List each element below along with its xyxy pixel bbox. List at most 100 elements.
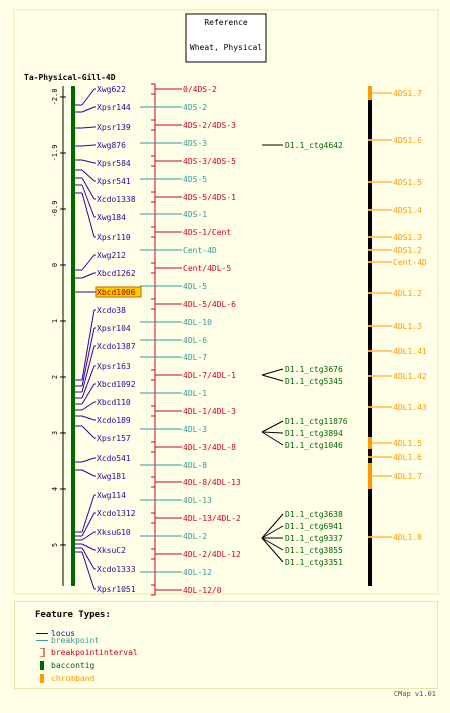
chromband-label[interactable]: 4DL1.8 <box>393 533 422 542</box>
interval-label[interactable]: 4DS-3/4DS-5 <box>183 157 236 166</box>
locus-label[interactable]: Xpsr157 <box>97 434 131 443</box>
chromband-label[interactable]: 4DL1.42 <box>393 372 427 381</box>
header-line1: Reference <box>204 18 248 27</box>
breakpoint-label[interactable]: 4DL-2 <box>183 532 207 541</box>
breakpoint-label[interactable]: 4DL-1 <box>183 389 207 398</box>
locus-label[interactable]: Xpsr163 <box>97 362 131 371</box>
chromband-label[interactable]: 4DS1.6 <box>393 136 422 145</box>
locus-label[interactable]: Xwg114 <box>97 491 126 500</box>
contig-label[interactable]: D1.1_ctg4642 <box>285 141 343 150</box>
interval-label[interactable]: 4DL-2/4DL-12 <box>183 550 241 559</box>
chromband-marker <box>368 475 372 477</box>
locus-label[interactable]: Xwg876 <box>97 141 126 150</box>
interval-label[interactable]: 4DS-5/4DS-1 <box>183 193 236 202</box>
locus-label[interactable]: Xcdo1333 <box>97 565 136 574</box>
locus-label[interactable]: Xpsr541 <box>97 177 131 186</box>
contig-label[interactable]: D1.1_ctg3855 <box>285 546 343 555</box>
locus-label[interactable]: Xbcd1262 <box>97 269 136 278</box>
locus-label[interactable]: XksuG10 <box>97 528 131 537</box>
breakpoint-label[interactable]: 4DS-2 <box>183 103 207 112</box>
breakpoint-label[interactable]: 4DL-5 <box>183 282 207 291</box>
interval-label[interactable]: 0/4DS-2 <box>183 85 217 94</box>
interval-bracket <box>151 155 156 167</box>
locus-label[interactable]: Xcdo1387 <box>97 342 136 351</box>
map-title[interactable]: Ta-Physical-Gill-4D <box>24 72 116 82</box>
chromband-label[interactable]: 4DL1.3 <box>393 322 422 331</box>
locus-label[interactable]: Xcdo38 <box>97 306 126 315</box>
chromosome-bar[interactable] <box>368 86 372 586</box>
interval-label[interactable]: 4DL-3/4DL-8 <box>183 443 236 452</box>
chromband-label[interactable]: 4DL1.2 <box>393 289 422 298</box>
contig-label[interactable]: D1.1_ctg6941 <box>285 522 343 531</box>
contig-label[interactable]: D1.1_ctg3894 <box>285 429 343 438</box>
breakpoint-label[interactable]: 4DL-13 <box>183 496 212 505</box>
locus-label[interactable]: Xpsr104 <box>97 324 131 333</box>
interval-label[interactable]: 4DS-1/Cent <box>183 228 231 237</box>
interval-label[interactable]: 4DL-8/4DL-13 <box>183 478 241 487</box>
chromband-label[interactable]: 4DL1.7 <box>393 472 422 481</box>
chromband-label[interactable]: 4DS1.7 <box>393 89 422 98</box>
interval-label[interactable]: 4DL-13/4DL-2 <box>183 514 241 523</box>
locus-label[interactable]: Xwg184 <box>97 213 126 222</box>
contig-connector <box>261 374 284 382</box>
locus-connector <box>81 177 95 200</box>
chromband-marker <box>368 456 372 458</box>
breakpoint-label[interactable]: Cent-4D <box>183 246 217 255</box>
locus-label[interactable]: Xwg181 <box>97 472 126 481</box>
locus-label[interactable]: Xpsr139 <box>97 123 131 132</box>
contig-label[interactable]: D1.1_ctg11876 <box>285 417 348 426</box>
locus-label[interactable]: Xcdo1338 <box>97 195 136 204</box>
breakpoint-label[interactable]: 4DL-3 <box>183 425 207 434</box>
locus-label[interactable]: Xpsr144 <box>97 103 131 112</box>
interval-label[interactable]: 4DL-1/4DL-3 <box>183 407 236 416</box>
locus-connector <box>81 106 95 113</box>
interval-label[interactable]: 4DS-2/4DS-3 <box>183 121 236 130</box>
chromband-label[interactable]: 4DS1.5 <box>393 178 422 187</box>
breakpoint-label[interactable]: 4DL-12 <box>183 568 212 577</box>
legend-label-baccontig: baccontig <box>51 661 95 670</box>
chromband-label[interactable]: 4DL1.5 <box>393 439 422 448</box>
chromband-label[interactable]: 4DS1.3 <box>393 233 422 242</box>
baccontig-bar[interactable] <box>71 86 75 586</box>
locus-connector <box>81 365 95 399</box>
breakpoint-label[interactable]: 4DL-6 <box>183 336 207 345</box>
locus-label[interactable]: Xwg212 <box>97 251 126 260</box>
chromband-marker <box>368 139 372 141</box>
locus-label[interactable]: Xcdo1312 <box>97 509 136 518</box>
breakpoint-label[interactable]: 4DS-5 <box>183 175 207 184</box>
chromband-label[interactable]: 4DL1.6 <box>393 453 422 462</box>
chromband-label[interactable]: 4DS1.4 <box>393 206 422 215</box>
locus-label[interactable]: Xpsr1051 <box>97 585 136 594</box>
contig-label[interactable]: D1.1_ctg3638 <box>285 510 343 519</box>
legend-label-chromband: chromband <box>51 674 95 683</box>
interval-bracket <box>151 191 156 203</box>
breakpoint-label[interactable]: 4DL-10 <box>183 318 212 327</box>
chromband-label[interactable]: 4DL1.41 <box>393 347 427 356</box>
contig-label[interactable]: D1.1_ctg5345 <box>285 377 343 386</box>
interval-label[interactable]: 4DL-5/4DL-6 <box>183 300 236 309</box>
contig-label[interactable]: D1.1_ctg3351 <box>285 558 343 567</box>
breakpoint-label[interactable]: 4DL-7 <box>183 353 207 362</box>
locus-label[interactable]: Xpsr584 <box>97 159 131 168</box>
breakpoint-label[interactable]: 4DS-3 <box>183 139 207 148</box>
breakpoint-label[interactable]: 4DS-1 <box>183 210 207 219</box>
locus-label[interactable]: Xbcd1092 <box>97 380 136 389</box>
chromband-label[interactable]: 4DS1.2 <box>393 246 422 255</box>
chromband-label[interactable]: Cent-4D <box>393 258 427 267</box>
contig-label[interactable]: D1.1_ctg9337 <box>285 534 343 543</box>
breakpoint-label[interactable]: 4DL-8 <box>183 461 207 470</box>
locus-label[interactable]: Xpsr110 <box>97 233 131 242</box>
interval-label[interactable]: 4DL-7/4DL-1 <box>183 371 236 380</box>
locus-label[interactable]: Xbcd110 <box>97 398 131 407</box>
contig-label[interactable]: D1.1_ctg1046 <box>285 441 343 450</box>
interval-label[interactable]: 4DL-12/0 <box>183 586 222 595</box>
locus-label[interactable]: Xwg622 <box>97 85 126 94</box>
contig-label[interactable]: D1.1_ctg3676 <box>285 365 343 374</box>
interval-label[interactable]: Cent/4DL-5 <box>183 264 231 273</box>
chromband-label[interactable]: 4DL1.43 <box>393 403 427 412</box>
locus-label[interactable]: Xcdo541 <box>97 454 131 463</box>
locus-label[interactable]: XksuC2 <box>97 546 126 555</box>
locus-label[interactable]: Xbcd1006 <box>97 288 136 297</box>
locus-label[interactable]: Xcdo189 <box>97 416 131 425</box>
scale-tick-label: 2 <box>51 375 59 379</box>
